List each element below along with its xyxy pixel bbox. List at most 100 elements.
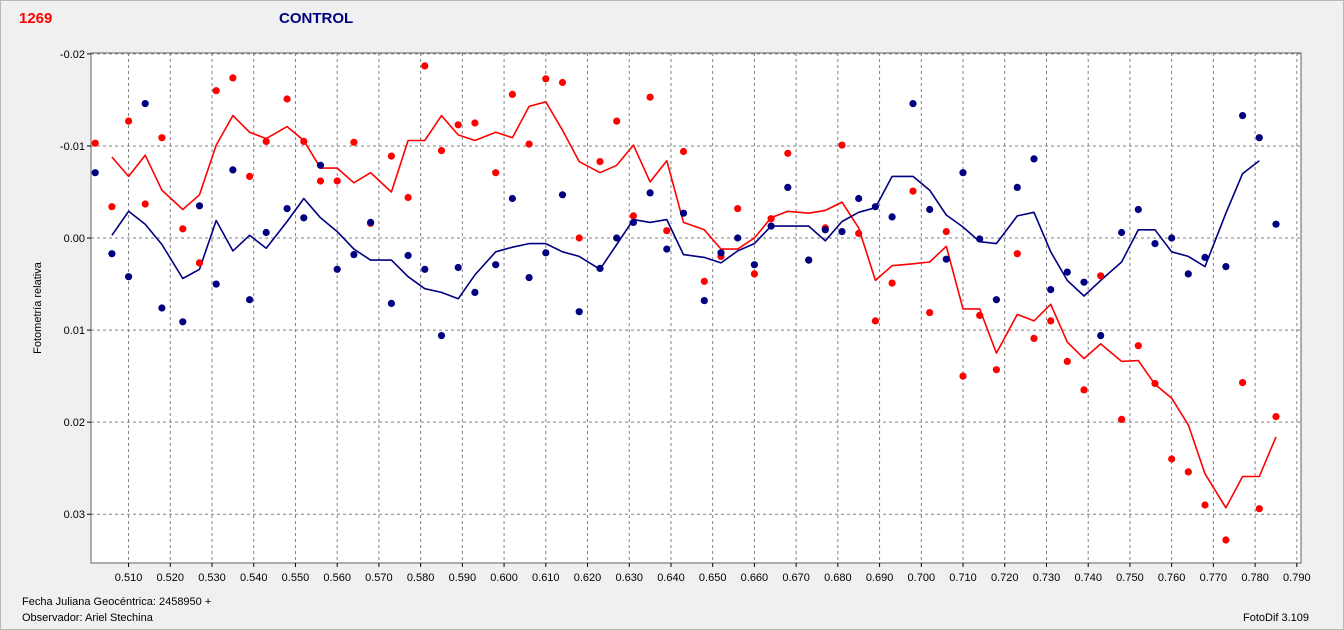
mean-lines (111, 101, 1277, 509)
data-point-series-1 (542, 75, 550, 83)
data-point-series-1 (212, 87, 220, 95)
data-point-series-1 (1184, 468, 1192, 476)
data-point-series-1 (1168, 455, 1176, 463)
data-point-series-1 (1134, 342, 1142, 350)
x-tick-label: 0.740 (1074, 572, 1102, 584)
data-point-series-1 (663, 227, 671, 235)
data-point-series-2 (508, 194, 516, 203)
data-point-series-2 (525, 274, 533, 282)
x-tick-label: 0.670 (782, 572, 810, 584)
data-points (91, 62, 1280, 544)
data-point-series-2 (596, 264, 604, 272)
y-axis-label: Fotometría relativa (32, 261, 44, 354)
data-point-series-2 (316, 161, 325, 169)
data-point-series-1 (1151, 379, 1159, 388)
data-point-series-1 (784, 149, 792, 157)
data-point-series-2 (767, 222, 775, 230)
data-point-series-1 (575, 234, 583, 242)
data-point-series-2 (542, 249, 550, 257)
data-point-series-2 (629, 218, 638, 226)
data-point-series-2 (909, 100, 917, 108)
data-point-series-2 (679, 209, 688, 217)
x-tick-label: 0.640 (657, 572, 685, 584)
data-point-series-2 (1063, 268, 1071, 276)
data-point-series-1 (1063, 357, 1071, 365)
data-point-series-2 (1184, 270, 1192, 278)
y-axis-ticks: -0.02 -0.01 0.00 0.01 0.02 0.03 (60, 49, 91, 521)
data-point-series-1 (421, 62, 429, 70)
data-point-series-2 (108, 250, 116, 258)
data-point-series-2 (838, 228, 846, 236)
data-point-series-1 (1097, 272, 1105, 280)
data-point-series-2 (1097, 332, 1105, 340)
data-point-series-2 (471, 288, 479, 296)
data-point-series-1 (646, 93, 654, 101)
data-point-series-1 (492, 169, 500, 177)
data-point-series-1 (1222, 536, 1230, 544)
x-tick-label: 0.570 (365, 572, 393, 584)
data-point-series-1 (926, 309, 934, 317)
data-point-series-2 (821, 226, 829, 234)
x-tick-label: 0.720 (991, 572, 1019, 584)
data-point-series-2 (575, 308, 583, 316)
data-point-series-2 (1030, 155, 1038, 163)
x-tick-label: 0.750 (1116, 572, 1144, 584)
data-point-series-1 (195, 259, 204, 267)
x-tick-label: 0.630 (615, 572, 643, 584)
data-point-series-2 (855, 194, 863, 203)
data-point-series-1 (976, 311, 984, 319)
data-point-series-1 (229, 74, 237, 82)
data-point-series-1 (437, 147, 446, 155)
data-point-series-1 (179, 225, 187, 233)
data-point-series-2 (125, 273, 133, 281)
y-tick-label: -0.01 (60, 141, 85, 153)
data-point-series-1 (1047, 317, 1055, 325)
software-version-label: FotoDif 3.109 (1243, 612, 1310, 624)
x-tick-label: 0.610 (532, 572, 560, 584)
data-point-series-2 (992, 296, 1001, 304)
x-tick-label: 0.520 (157, 572, 185, 584)
data-point-series-1 (942, 228, 950, 236)
data-point-series-2 (229, 166, 237, 174)
data-point-series-1 (855, 229, 863, 237)
x-tick-label: 0.780 (1241, 572, 1269, 584)
data-point-series-2 (1201, 253, 1209, 261)
x-tick-label: 0.540 (240, 572, 268, 584)
data-point-series-1 (613, 117, 621, 125)
data-point-series-2 (179, 318, 187, 326)
data-point-series-2 (734, 234, 742, 242)
data-point-series-2 (784, 183, 792, 191)
mean-line-series-1 (111, 101, 1277, 509)
data-point-series-2 (888, 213, 896, 221)
data-point-series-1 (767, 215, 775, 223)
data-point-series-1 (141, 200, 149, 208)
data-point-series-1 (262, 137, 270, 145)
y-tick-label: 0.03 (64, 509, 85, 521)
data-point-series-2 (212, 280, 220, 288)
data-point-series-1 (679, 147, 688, 156)
data-point-series-2 (959, 169, 967, 177)
data-point-series-2 (1222, 263, 1230, 271)
data-point-series-1 (1030, 334, 1038, 342)
data-point-series-2 (141, 100, 149, 108)
x-tick-label: 0.620 (574, 572, 602, 584)
x-tick-label: 0.590 (449, 572, 477, 584)
data-point-series-2 (750, 261, 759, 269)
data-point-series-2 (350, 251, 358, 259)
data-point-series-2 (1168, 234, 1176, 242)
data-point-series-2 (437, 332, 446, 340)
y-tick-label: 0.00 (64, 233, 85, 245)
x-tick-label: 0.530 (198, 572, 226, 584)
x-tick-label: 0.580 (407, 572, 435, 584)
x-axis-ticks: 0.510 0.520 0.530 0.540 0.550 0.560 0.570 0.580… (115, 563, 1311, 584)
x-tick-label: 0.550 (282, 572, 310, 584)
data-point-series-1 (558, 78, 567, 87)
data-point-series-1 (283, 95, 291, 103)
x-tick-label: 0.660 (741, 572, 769, 584)
data-point-series-2 (404, 251, 412, 260)
data-point-series-2 (1013, 183, 1021, 191)
data-point-series-1 (1239, 379, 1247, 387)
data-point-series-2 (262, 228, 270, 237)
data-point-series-2 (300, 214, 308, 222)
